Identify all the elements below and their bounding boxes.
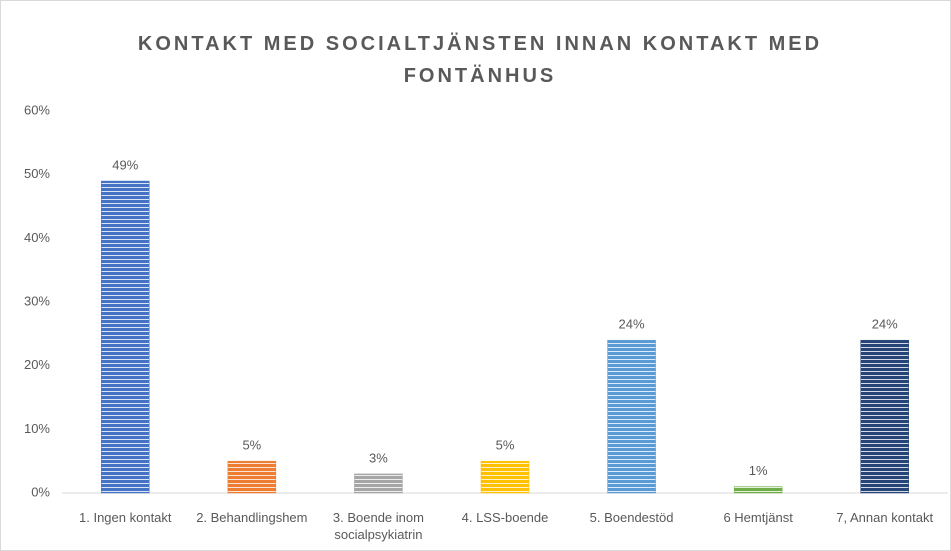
y-tick-label: 30%: [24, 293, 50, 308]
bar: [607, 339, 656, 494]
y-tick-label: 60%: [24, 102, 50, 117]
data-label: 3%: [369, 450, 388, 465]
data-label: 1%: [749, 463, 768, 478]
x-tick-label: 7, Annan kontakt: [836, 510, 934, 525]
y-tick-label: 10%: [24, 421, 50, 436]
bar: [480, 460, 530, 494]
y-tick-label: 40%: [24, 230, 50, 245]
bar: [354, 473, 403, 494]
x-tick-label: 1. Ingen kontakt: [79, 510, 172, 525]
x-tick-label: 2. Behandlingshem: [196, 510, 308, 525]
y-tick-label: 50%: [24, 166, 50, 181]
bar: [733, 486, 783, 494]
chart-title: KONTAKT MED SOCIALTJÄNSTEN INNAN KONTAKT…: [137, 33, 823, 87]
bar: [101, 180, 150, 494]
data-label: 5%: [242, 438, 261, 453]
x-tick-label: 3. Boende inom socialpsykiatrin: [332, 510, 424, 542]
x-tick-label: 6 Hemtjänst: [723, 510, 793, 525]
y-tick-label: 0%: [31, 484, 50, 499]
y-tick-label: 20%: [24, 357, 50, 372]
x-tick-label: 4. LSS-boende: [461, 510, 549, 525]
x-tick-label: 5. Boendestöd: [589, 510, 674, 525]
bar: [860, 339, 909, 494]
data-label: 5%: [496, 438, 515, 453]
bar: [227, 460, 277, 494]
data-label: 24%: [619, 317, 645, 332]
data-label: 49%: [112, 157, 138, 172]
data-label: 24%: [872, 317, 898, 332]
